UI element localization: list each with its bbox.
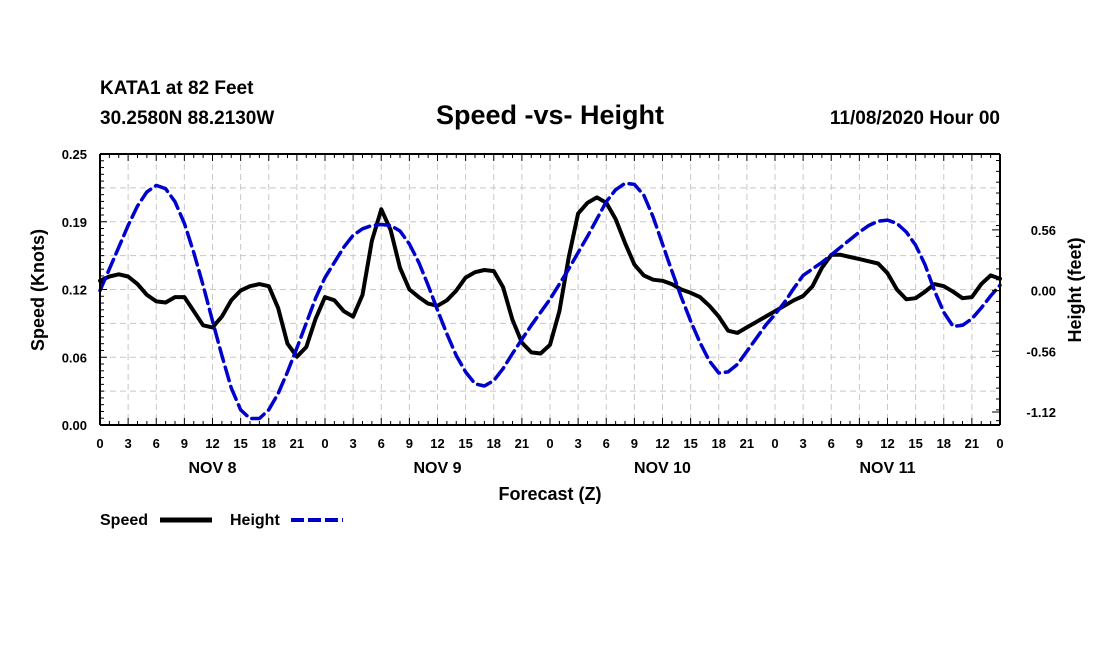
- x-tick-label: 0: [546, 436, 553, 451]
- y-left-tick-label: 0.19: [62, 215, 87, 230]
- x-tick-label: 15: [233, 436, 247, 451]
- y-axis-left-label: Speed (Knots): [28, 229, 48, 351]
- day-label: NOV 8: [188, 460, 236, 477]
- series-layer: [98, 181, 1002, 421]
- x-tick-label: 0: [771, 436, 778, 451]
- x-tick-label: 3: [125, 436, 132, 451]
- x-tick-label: 21: [290, 436, 304, 451]
- y-axis-right-label: Height (feet): [1065, 238, 1085, 343]
- x-tick-label: 21: [740, 436, 754, 451]
- x-tick-label: 9: [631, 436, 638, 451]
- y-left-tick-label: 0.06: [62, 350, 87, 365]
- series-height-line: [98, 181, 1002, 421]
- x-tick-label: 15: [683, 436, 697, 451]
- x-tick-label: 0: [96, 436, 103, 451]
- y-right-tick-label: 0.56: [1031, 223, 1056, 238]
- x-tick-label: 6: [153, 436, 160, 451]
- y-right-tick-label: -1.12: [1026, 405, 1056, 420]
- x-tick-label: 3: [575, 436, 582, 451]
- y-left-tick-label: 0.12: [62, 283, 87, 298]
- x-tick-label: 12: [655, 436, 669, 451]
- x-tick-label: 18: [712, 436, 726, 451]
- station-label: KATA1 at 82 Feet: [100, 78, 254, 99]
- x-tick-label: 12: [880, 436, 894, 451]
- y-right-tick-label: 0.00: [1031, 284, 1056, 299]
- legend: Speed Height: [100, 512, 343, 529]
- grid: [100, 153, 1000, 425]
- x-tick-label: 6: [378, 436, 385, 451]
- day-label: NOV 10: [634, 460, 691, 477]
- day-label: NOV 9: [413, 460, 461, 477]
- x-tick-label: 18: [937, 436, 951, 451]
- x-tick-label: 15: [458, 436, 472, 451]
- chart-title: Speed -vs- Height: [436, 100, 664, 130]
- x-tick-label: 12: [430, 436, 444, 451]
- y-left-tick-label: 0.00: [62, 418, 87, 433]
- x-tick-label: 18: [262, 436, 276, 451]
- x-tick-label: 9: [181, 436, 188, 451]
- legend-speed-label: Speed: [100, 512, 148, 529]
- x-axis-label: Forecast (Z): [498, 484, 601, 504]
- x-tick-label: 6: [603, 436, 610, 451]
- y-right-tick-label: -0.56: [1026, 344, 1056, 359]
- series-speed-line: [98, 195, 1002, 359]
- x-tick-label: 9: [406, 436, 413, 451]
- x-tick-label: 6: [828, 436, 835, 451]
- x-tick-label: 15: [908, 436, 922, 451]
- x-tick-label: 3: [800, 436, 807, 451]
- x-tick-label: 9: [856, 436, 863, 451]
- location-label: 30.2580N 88.2130W: [100, 108, 274, 129]
- run-time-label: 11/08/2020 Hour 00: [830, 108, 1000, 129]
- x-tick-label: 0: [321, 436, 328, 451]
- x-tick-label: 21: [515, 436, 529, 451]
- x-tick-label: 21: [965, 436, 979, 451]
- y-left-tick-label: 0.25: [62, 147, 87, 162]
- x-tick-label: 0: [996, 436, 1003, 451]
- day-label: NOV 11: [859, 460, 915, 477]
- x-tick-label: 18: [487, 436, 501, 451]
- x-tick-label: 12: [205, 436, 219, 451]
- tick-labels: 0 3 6 9 12 15 18 21 0 3 6 9 12 15 18 21 0 3 6 9 12 15 18 21 0 3 6 9…: [62, 147, 1056, 477]
- x-tick-label: 3: [350, 436, 357, 451]
- axes: [99, 153, 1001, 426]
- legend-height-label: Height: [230, 512, 280, 529]
